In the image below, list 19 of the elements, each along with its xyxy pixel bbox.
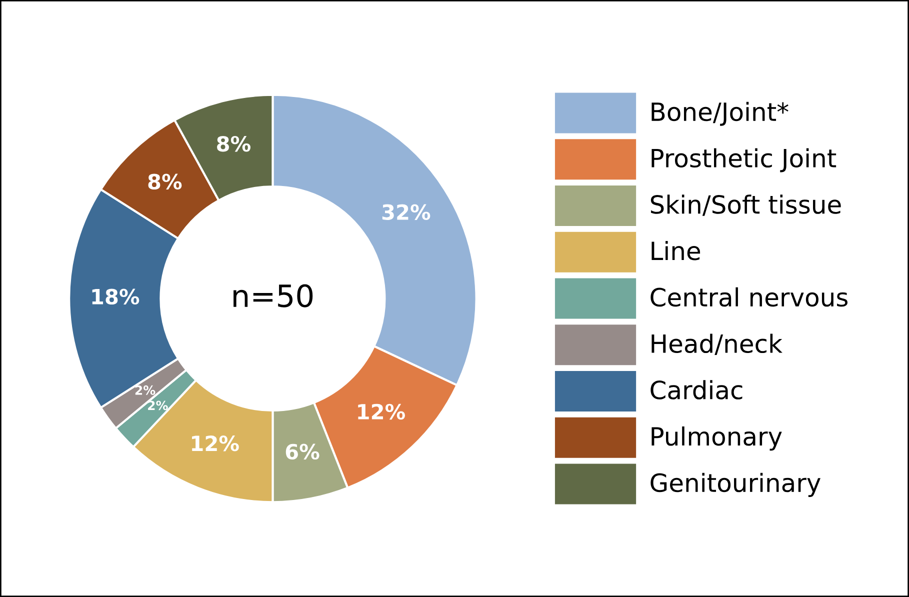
legend-label: Line xyxy=(652,240,700,260)
legend-label: Pulmonary xyxy=(652,426,782,451)
data-label: 6% xyxy=(286,444,320,460)
data-label: 2% xyxy=(148,400,168,410)
legend-label: Central nervous xyxy=(650,287,848,307)
legend-label: Prosthetic Joint xyxy=(652,148,836,172)
legend-label: Head/neck xyxy=(652,334,782,356)
data-label: 12% xyxy=(358,404,405,420)
data-label: 12% xyxy=(192,436,239,452)
data-label: 8% xyxy=(217,136,250,152)
legend-label: Bone/Joint* xyxy=(652,102,788,126)
legend-label: Genitourinary xyxy=(650,472,820,498)
legend-label: Cardiac xyxy=(650,380,742,400)
data-label: 18% xyxy=(92,288,140,305)
data-label: 2% xyxy=(135,385,156,395)
legend-label: Skin/Soft tissue xyxy=(650,194,841,216)
data-label: 32% xyxy=(382,204,430,220)
data-label: 8% xyxy=(148,174,182,190)
text: n=50 xyxy=(234,284,313,308)
